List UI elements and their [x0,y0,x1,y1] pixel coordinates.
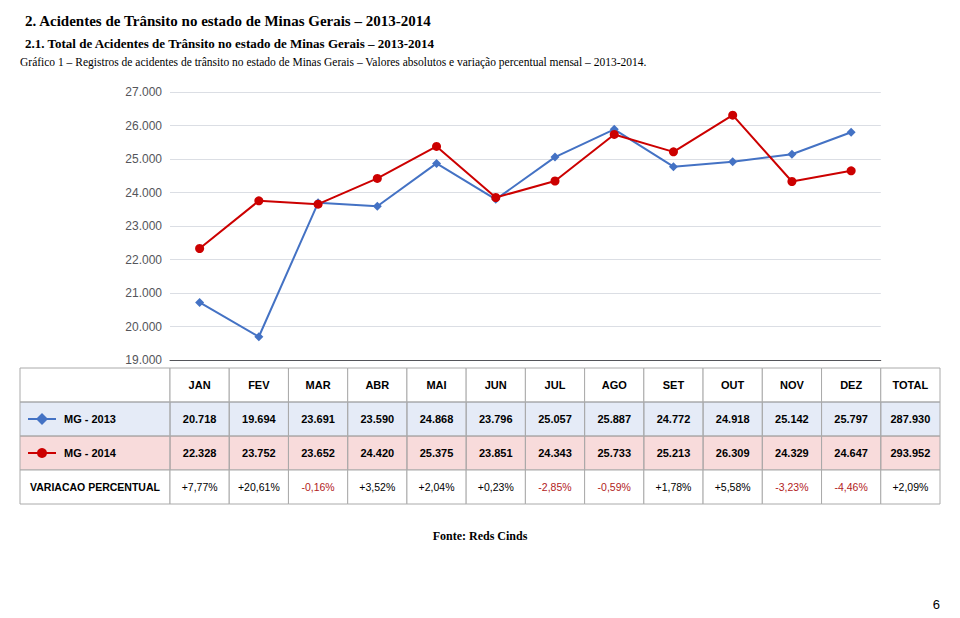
svg-text:23.796: 23.796 [479,413,513,425]
svg-text:22.328: 22.328 [183,447,217,459]
svg-text:20.718: 20.718 [183,413,217,425]
svg-text:FEV: FEV [248,379,270,391]
svg-text:JAN: JAN [189,379,211,391]
svg-text:25.375: 25.375 [420,447,454,459]
svg-text:24.343: 24.343 [538,447,572,459]
svg-text:NOV: NOV [780,379,805,391]
svg-text:SET: SET [663,379,685,391]
svg-text:23.590: 23.590 [360,413,394,425]
svg-text:Gráfico 1 – Registros de acide: Gráfico 1 – Registros de acidentes de tr… [20,56,646,69]
svg-text:TOTAL: TOTAL [893,379,929,391]
svg-text:23.652: 23.652 [301,447,335,459]
svg-text:ABR: ABR [365,379,389,391]
svg-text:JUL: JUL [545,379,566,391]
svg-text:+3,52%: +3,52% [359,481,395,493]
svg-text:2.1. Total de Acidentes de Trâ: 2.1. Total de Acidentes de Trânsito no e… [25,36,435,51]
svg-text:+2,04%: +2,04% [419,481,455,493]
svg-text:-4,46%: -4,46% [835,481,868,493]
svg-text:MG - 2013: MG - 2013 [64,413,116,425]
svg-text:26.000: 26.000 [125,119,162,133]
svg-text:25.057: 25.057 [538,413,572,425]
svg-text:MG - 2014: MG - 2014 [64,447,117,459]
svg-text:DEZ: DEZ [840,379,862,391]
svg-text:24.868: 24.868 [420,413,454,425]
svg-text:+5,58%: +5,58% [715,481,751,493]
svg-text:25.000: 25.000 [125,152,162,166]
svg-text:25.887: 25.887 [597,413,631,425]
svg-text:23.851: 23.851 [479,447,513,459]
svg-text:+2,09%: +2,09% [892,481,928,493]
svg-text:25.213: 25.213 [657,447,691,459]
svg-text:-0,16%: -0,16% [301,481,334,493]
svg-text:19.694: 19.694 [242,413,277,425]
svg-text:287.930: 287.930 [891,413,931,425]
svg-text:25.142: 25.142 [775,413,809,425]
svg-text:23.752: 23.752 [242,447,276,459]
svg-text:23.691: 23.691 [301,413,335,425]
svg-text:24.329: 24.329 [775,447,809,459]
svg-text:6: 6 [933,597,940,612]
svg-text:+1,78%: +1,78% [656,481,692,493]
svg-text:+20,61%: +20,61% [238,481,280,493]
svg-text:MAR: MAR [306,379,331,391]
svg-text:VARIACAO PERCENTUAL: VARIACAO PERCENTUAL [30,481,160,493]
svg-text:+0,23%: +0,23% [478,481,514,493]
svg-text:2. Acidentes de Trânsito no es: 2. Acidentes de Trânsito no estado de Mi… [25,13,431,29]
svg-text:20.000: 20.000 [125,320,162,334]
svg-text:23.000: 23.000 [125,219,162,233]
svg-text:OUT: OUT [721,379,745,391]
svg-text:27.000: 27.000 [125,85,162,99]
svg-text:24.420: 24.420 [360,447,394,459]
svg-text:25.733: 25.733 [597,447,631,459]
svg-text:293.952: 293.952 [891,447,931,459]
svg-text:26.309: 26.309 [716,447,750,459]
svg-text:24.918: 24.918 [716,413,750,425]
svg-text:24.647: 24.647 [834,447,868,459]
svg-text:JUN: JUN [485,379,507,391]
svg-text:+7,77%: +7,77% [182,481,218,493]
svg-text:Fonte: Reds Cinds: Fonte: Reds Cinds [433,529,528,543]
svg-text:-2,85%: -2,85% [538,481,571,493]
svg-text:AGO: AGO [602,379,628,391]
svg-text:-0,59%: -0,59% [598,481,631,493]
svg-text:19.000: 19.000 [125,353,162,367]
svg-text:25.797: 25.797 [834,413,868,425]
svg-text:24.772: 24.772 [657,413,691,425]
svg-text:21.000: 21.000 [125,286,162,300]
svg-text:MAI: MAI [426,379,446,391]
svg-text:22.000: 22.000 [125,253,162,267]
svg-text:24.000: 24.000 [125,186,162,200]
svg-text:-3,23%: -3,23% [775,481,808,493]
